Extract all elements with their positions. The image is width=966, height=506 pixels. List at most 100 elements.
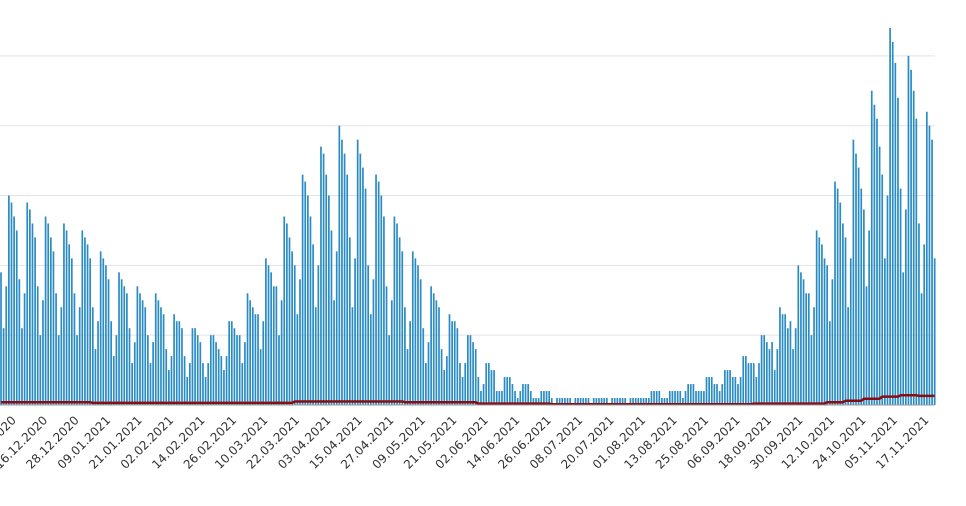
- bar: [516, 398, 519, 405]
- bar: [663, 398, 666, 405]
- bar: [915, 118, 918, 405]
- bar: [713, 384, 716, 405]
- bar: [126, 293, 128, 405]
- bar: [13, 216, 15, 405]
- bar: [401, 251, 404, 405]
- bar: [763, 335, 766, 405]
- bar: [873, 104, 876, 405]
- bar: [721, 384, 724, 405]
- bar: [661, 398, 663, 405]
- bar: [671, 391, 674, 405]
- bar: [212, 335, 215, 405]
- bar: [902, 272, 905, 405]
- bar: [144, 307, 147, 405]
- bar: [220, 356, 223, 405]
- bar: [265, 258, 267, 405]
- bar: [275, 286, 278, 405]
- bar: [123, 286, 126, 405]
- bar: [802, 279, 805, 405]
- bar: [621, 398, 624, 405]
- bar: [118, 272, 120, 405]
- bar: [18, 279, 21, 405]
- bar: [477, 377, 480, 405]
- bar: [320, 146, 322, 405]
- bar: [797, 265, 800, 405]
- bar: [474, 349, 477, 405]
- bar: [367, 265, 370, 405]
- bar: [338, 125, 341, 406]
- bar: [115, 335, 118, 405]
- bar: [870, 90, 873, 405]
- bar: [548, 391, 550, 405]
- line: [1, 393, 935, 406]
- bar: [884, 258, 886, 405]
- bar: [537, 398, 540, 405]
- bar: [629, 398, 632, 405]
- bar: [383, 216, 385, 405]
- bar: [388, 335, 391, 405]
- bar: [317, 265, 320, 405]
- bar: [443, 370, 446, 405]
- bar: [818, 237, 821, 405]
- bar: [202, 363, 204, 405]
- bar: [456, 328, 459, 405]
- bar: [346, 174, 349, 405]
- bar: [918, 223, 920, 405]
- bar: [199, 342, 202, 405]
- bar: [860, 188, 863, 405]
- bar: [91, 307, 94, 405]
- bar: [356, 139, 359, 406]
- bar: [844, 237, 847, 405]
- bar: [364, 188, 367, 405]
- bar: [39, 335, 42, 405]
- bar: [49, 237, 52, 405]
- bar: [464, 363, 467, 405]
- bar: [283, 216, 286, 405]
- bar: [84, 237, 86, 405]
- bar: [173, 314, 175, 405]
- bar: [278, 335, 280, 405]
- bar: [390, 300, 393, 405]
- bar: [44, 216, 47, 405]
- bar: [425, 363, 427, 405]
- bar: [398, 237, 401, 405]
- bar: [823, 258, 826, 405]
- bar: [448, 314, 451, 405]
- bar: [540, 391, 543, 405]
- bar: [152, 342, 154, 405]
- bar: [894, 62, 897, 406]
- bar: [561, 398, 564, 405]
- bar: [165, 349, 168, 405]
- bar: [912, 90, 915, 405]
- bar: [341, 139, 343, 406]
- bar: [380, 195, 383, 405]
- bar: [904, 209, 907, 405]
- bar: [21, 328, 23, 405]
- bar: [183, 356, 186, 405]
- bar: [511, 384, 514, 405]
- bar: [739, 377, 742, 405]
- bar: [57, 335, 60, 405]
- bar: [178, 321, 181, 405]
- bar: [603, 398, 606, 405]
- bar: [207, 363, 210, 405]
- bar: [897, 97, 899, 406]
- bar: [708, 377, 710, 405]
- bar: [362, 167, 364, 405]
- bar: [716, 384, 718, 405]
- bar: [65, 230, 68, 405]
- bar: [619, 398, 621, 405]
- bar: [857, 167, 860, 405]
- bar: [508, 377, 511, 405]
- bar: [482, 384, 485, 405]
- bar: [52, 251, 55, 405]
- bar: [404, 307, 406, 405]
- bar: [745, 356, 747, 405]
- bar: [876, 118, 878, 405]
- bar: [784, 314, 787, 405]
- bar: [451, 321, 453, 405]
- bar: [624, 398, 627, 405]
- bar: [42, 300, 44, 405]
- bar: [831, 279, 834, 405]
- bar: [642, 398, 645, 405]
